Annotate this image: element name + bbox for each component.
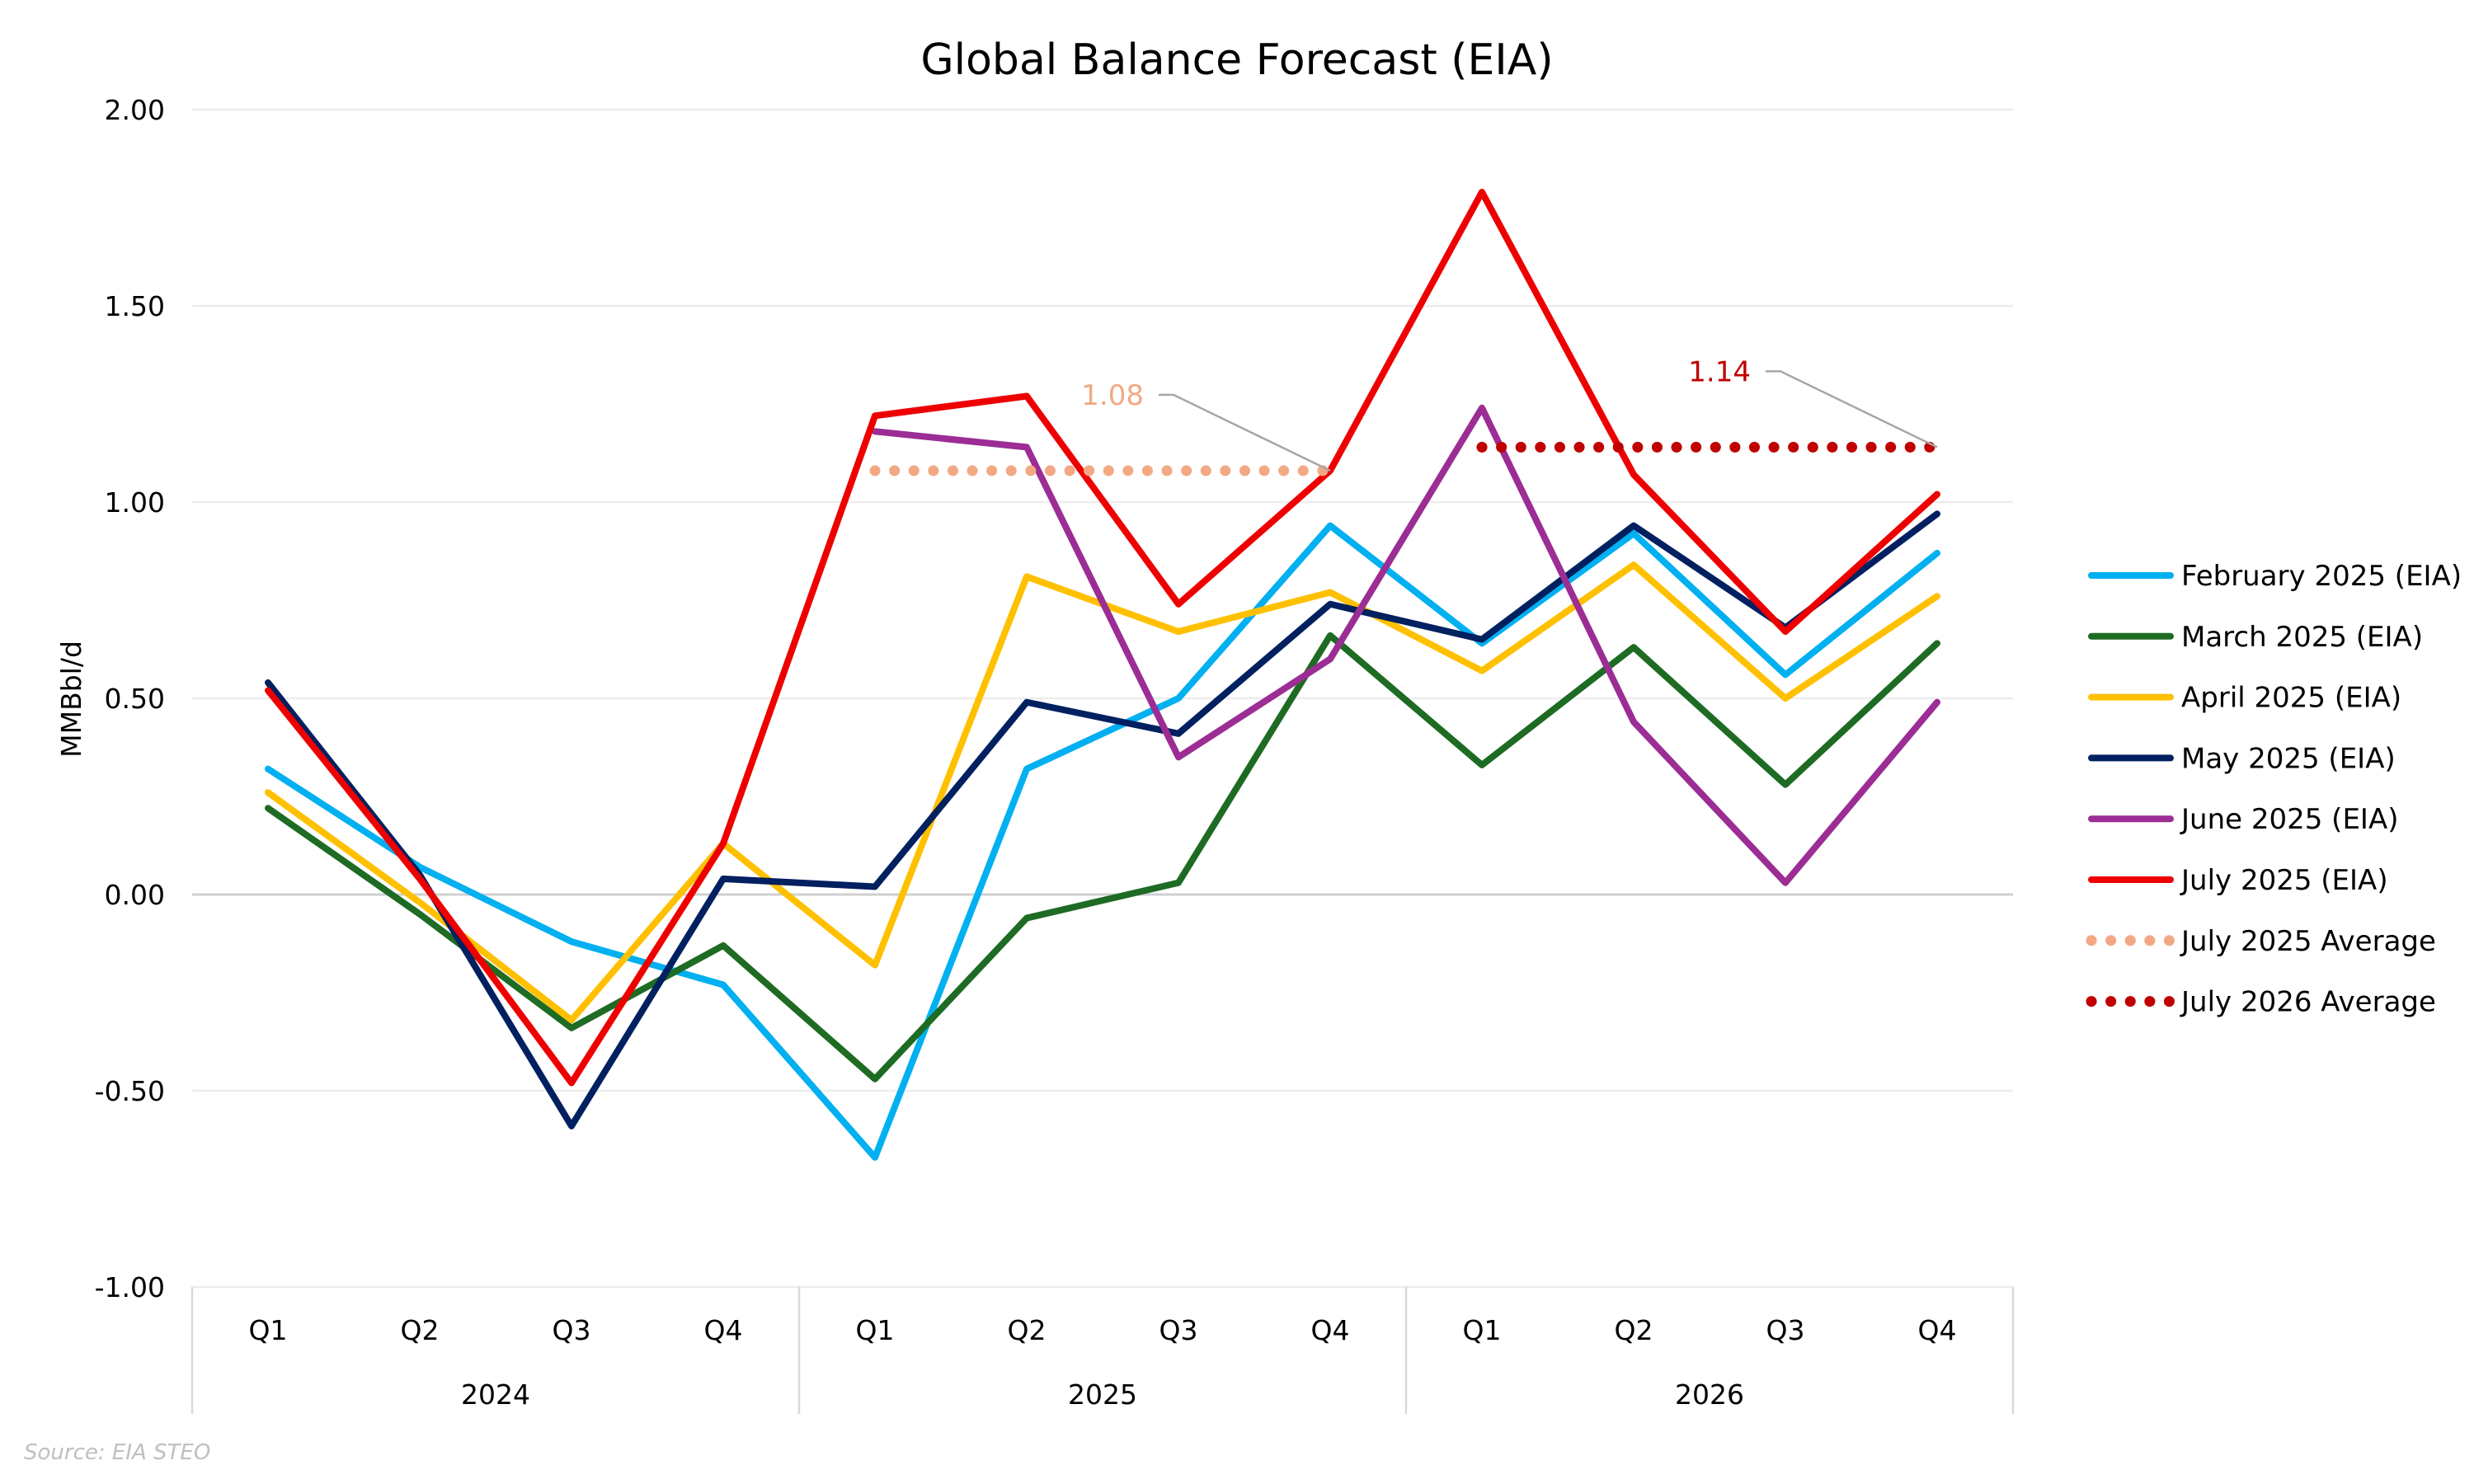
y-axis-ticks: 2.00 1.50 1.00 0.50 0.00 -0.50 -1.00 bbox=[95, 94, 165, 1303]
y-axis-label: MMBbl/d bbox=[55, 641, 87, 758]
y-tick-label: 1.50 bbox=[105, 290, 165, 322]
legend-item: July 2026 Average bbox=[2086, 986, 2436, 1019]
annotation-label: 1.08 bbox=[1081, 379, 1144, 412]
legend-label: July 2025 (EIA) bbox=[2180, 864, 2388, 897]
legend-item: April 2025 (EIA) bbox=[2088, 682, 2401, 715]
x-group-label: 2024 bbox=[461, 1378, 530, 1411]
y-tick-label: -1.00 bbox=[95, 1271, 165, 1303]
legend-item: March 2025 (EIA) bbox=[2088, 621, 2423, 654]
series-line-june-2025-eia bbox=[872, 404, 1940, 886]
x-tick-label: Q4 bbox=[704, 1314, 743, 1346]
x-tick-label: Q1 bbox=[1463, 1314, 1502, 1346]
x-tick-label: Q2 bbox=[401, 1314, 440, 1346]
x-tick-label: Q4 bbox=[1918, 1314, 1957, 1346]
legend-item: May 2025 (EIA) bbox=[2088, 742, 2396, 775]
legend-item: February 2025 (EIA) bbox=[2088, 560, 2462, 593]
series-line-may-2025-eia bbox=[265, 510, 1940, 1129]
legend-item: June 2025 (EIA) bbox=[2088, 803, 2398, 836]
x-tick-label: Q4 bbox=[1311, 1314, 1350, 1346]
annotation-label: 1.14 bbox=[1688, 355, 1751, 388]
legend-label: July 2025 Average bbox=[2180, 925, 2436, 958]
annotation-leader-line bbox=[1159, 393, 1331, 472]
annotation-leader-line bbox=[1766, 370, 1938, 448]
annotations: 1.08 1.14 bbox=[1081, 355, 1938, 472]
x-tick-label: Q3 bbox=[1766, 1314, 1805, 1346]
legend-label: July 2026 Average bbox=[2180, 986, 2436, 1019]
series-line-july-2025-eia bbox=[265, 188, 1940, 1087]
series-line-march-2025-eia bbox=[265, 632, 1940, 1082]
y-tick-label: 2.00 bbox=[105, 94, 165, 126]
x-tick-label: Q2 bbox=[1615, 1314, 1653, 1346]
y-tick-label: 1.00 bbox=[105, 486, 165, 519]
x-tick-label: Q3 bbox=[1159, 1314, 1198, 1346]
x-tick-label: Q2 bbox=[1008, 1314, 1047, 1346]
x-tick-label: Q1 bbox=[856, 1314, 895, 1346]
legend-item: July 2025 (EIA) bbox=[2088, 864, 2388, 897]
x-group-label: 2025 bbox=[1068, 1378, 1137, 1411]
x-group-label: 2026 bbox=[1675, 1378, 1744, 1411]
x-axis: Q1 Q2 Q3 Q4 Q1 Q2 Q3 Q4 Q1 Q2 Q3 Q4 2024 2025 2026 bbox=[190, 1287, 2015, 1414]
y-tick-label: 0.50 bbox=[105, 683, 165, 715]
legend-label: April 2025 (EIA) bbox=[2181, 682, 2401, 715]
legend-item: July 2025 Average bbox=[2086, 925, 2436, 958]
gridlines bbox=[192, 108, 2013, 1289]
legend: February 2025 (EIA) March 2025 (EIA) April… bbox=[2086, 560, 2462, 1019]
legend-label: June 2025 (EIA) bbox=[2180, 803, 2398, 836]
x-tick-label: Q1 bbox=[249, 1314, 288, 1346]
y-tick-label: -0.50 bbox=[95, 1075, 165, 1107]
series-line-april-2025-eia bbox=[265, 561, 1940, 1024]
legend-label: February 2025 (EIA) bbox=[2181, 560, 2462, 593]
legend-label: March 2025 (EIA) bbox=[2181, 621, 2423, 654]
source-note: Source: EIA STEO bbox=[24, 1440, 210, 1465]
y-tick-label: 0.00 bbox=[105, 879, 165, 911]
legend-label: May 2025 (EIA) bbox=[2181, 742, 2396, 775]
chart-title: Global Balance Forecast (EIA) bbox=[920, 35, 1553, 85]
series-lines bbox=[265, 188, 1943, 1161]
series-line-february-2025-eia bbox=[265, 522, 1940, 1161]
x-tick-label: Q3 bbox=[553, 1314, 591, 1346]
